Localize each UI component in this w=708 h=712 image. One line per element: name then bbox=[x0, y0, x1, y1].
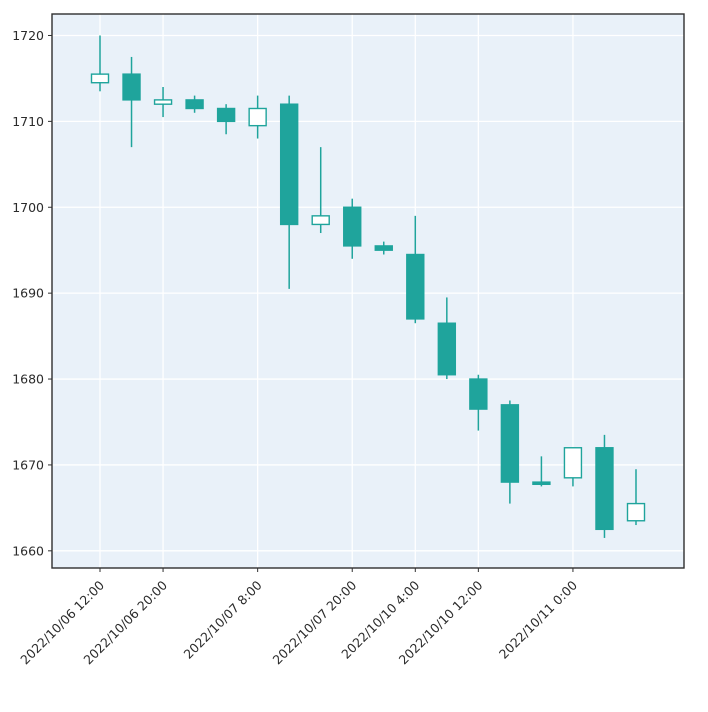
candle-body bbox=[500, 404, 520, 483]
candle-body bbox=[216, 107, 236, 123]
candle-body bbox=[153, 99, 173, 105]
y-tick-label: 1660 bbox=[12, 543, 44, 558]
candle-body bbox=[437, 322, 457, 376]
candle-body bbox=[311, 215, 330, 226]
y-tick-label: 1670 bbox=[12, 457, 44, 472]
x-tick-label: 2022/10/07 8:00 bbox=[181, 577, 265, 661]
candle-body bbox=[279, 103, 299, 226]
candle-body bbox=[248, 107, 267, 127]
plot-area bbox=[52, 14, 684, 568]
candle-body bbox=[406, 253, 425, 320]
y-tick-label: 1680 bbox=[12, 372, 44, 387]
y-tick-label: 1690 bbox=[12, 286, 44, 301]
candle-body bbox=[595, 447, 614, 531]
candle-body bbox=[532, 481, 551, 486]
candle-body bbox=[563, 447, 583, 479]
candle-body bbox=[626, 502, 646, 522]
candle-body bbox=[374, 245, 393, 251]
candle-body bbox=[185, 99, 204, 110]
y-tick-label: 1720 bbox=[12, 28, 44, 43]
axes-border bbox=[51, 13, 685, 569]
candle-body bbox=[90, 73, 110, 84]
candle-body bbox=[122, 73, 141, 101]
candle-body bbox=[469, 378, 488, 410]
y-tick-label: 1700 bbox=[12, 200, 44, 215]
candle-body bbox=[343, 206, 362, 247]
y-tick-label: 1710 bbox=[12, 114, 44, 129]
x-tick-label: 2022/10/11 0:00 bbox=[496, 577, 580, 661]
